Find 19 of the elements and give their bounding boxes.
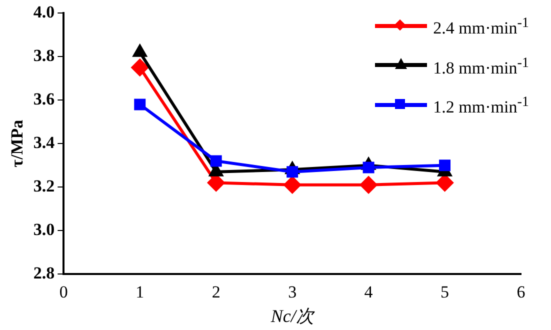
x-tick-label: 2: [212, 282, 220, 302]
x-tick-label: 1: [136, 282, 144, 302]
legend-label: 1.2 mm·min$^{-1}$: [433, 93, 529, 119]
x-tick-label: 5: [440, 282, 450, 302]
x-axis-title: Nc/次: [270, 306, 315, 326]
x-tick-label: 6: [516, 282, 526, 302]
y-axis-title: τ/MPa: [8, 119, 27, 168]
legend-label: 2.4 mm·min$^{-1}$: [433, 14, 529, 40]
y-tick-label: 3.4: [33, 132, 56, 152]
y-tick-label: 3.2: [33, 176, 55, 196]
y-tick-label: 3.8: [33, 46, 55, 66]
x-tick-label: 3: [288, 282, 297, 302]
y-tick-label: 2.8: [33, 263, 55, 282]
y-tick-label: 4.0: [33, 2, 55, 22]
legend-label: 1.8 mm·min$^{-1}$: [433, 54, 529, 80]
x-tick-label: 0: [59, 282, 68, 302]
y-tick-label: 3.0: [33, 220, 55, 239]
x-tick-label: 4: [364, 282, 374, 302]
y-tick-label: 3.6: [33, 90, 55, 109]
